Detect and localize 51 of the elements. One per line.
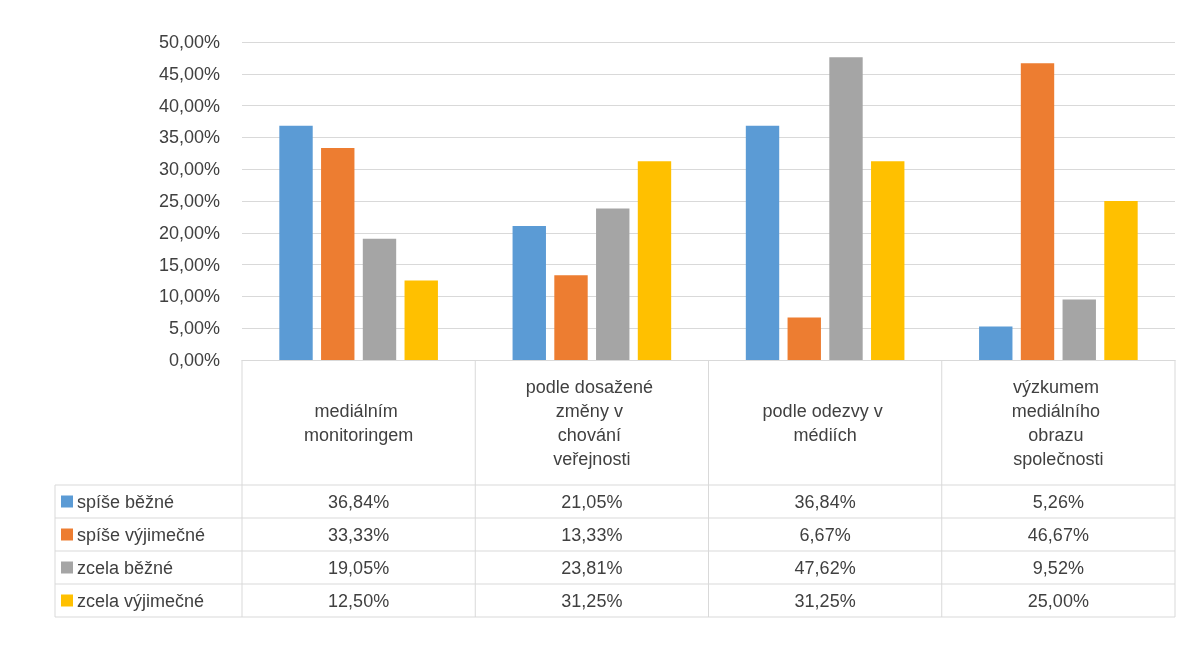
data-label: 46,67% <box>1027 524 1089 545</box>
y-tick-label: 25,00% <box>158 191 220 211</box>
y-tick-label: 40,00% <box>158 95 220 116</box>
bar <box>362 238 397 360</box>
y-tick-label: 10,00% <box>158 286 220 307</box>
bar <box>512 226 546 360</box>
data-label: 31,25% <box>794 590 856 611</box>
data-label: 12,50% <box>328 590 390 611</box>
data-label: 47,62% <box>794 557 856 578</box>
y-tick-label: 5,00% <box>168 318 220 339</box>
data-label: 13,33% <box>561 524 623 545</box>
y-tick-label: 35,00% <box>158 127 220 148</box>
bar <box>745 125 780 360</box>
y-tick-label: 20,00% <box>158 222 220 243</box>
bar <box>979 326 1013 360</box>
x-tick-label: podle odezvy v médiích <box>762 400 888 445</box>
bar <box>1104 201 1138 360</box>
data-label: 5,26% <box>1032 491 1084 512</box>
data-label: 19,05% <box>328 557 390 578</box>
bar <box>404 280 438 360</box>
x-tick-label: podle dosažené změny v chování veřejnosti <box>525 376 658 469</box>
bar <box>1020 63 1055 360</box>
y-tick-label: 15,00% <box>158 254 220 275</box>
data-label: 9,52% <box>1032 557 1084 578</box>
legend-label: zcela běžné <box>77 557 174 578</box>
x-tick-label: mediálním monitoringem <box>304 400 414 445</box>
data-label: 6,67% <box>799 524 851 545</box>
bar <box>321 148 355 360</box>
legend-label: spíše výjimečné <box>77 524 206 545</box>
bar <box>1062 299 1096 360</box>
y-tick-label: 45,00% <box>158 63 220 84</box>
data-label: 36,84% <box>794 491 856 512</box>
legend-label: zcela výjimečné <box>77 590 205 611</box>
data-label: 25,00% <box>1027 590 1089 611</box>
bar <box>596 208 630 360</box>
data-label: 31,25% <box>561 590 623 611</box>
y-tick-label: 30,00% <box>158 159 220 180</box>
bar <box>829 57 863 360</box>
bar <box>554 275 588 360</box>
bar <box>279 125 313 360</box>
bar <box>871 161 905 360</box>
bar <box>637 161 672 360</box>
data-label: 33,33% <box>328 524 390 545</box>
y-tick-label: 50,00% <box>158 32 220 52</box>
x-tick-label: výzkumem mediálního obrazu společnosti <box>1011 376 1105 469</box>
y-tick-label: 0,00% <box>168 350 220 370</box>
data-label: 21,05% <box>561 491 623 512</box>
bar <box>787 317 821 360</box>
legend-label: spíše běžné <box>77 491 175 512</box>
data-label: 23,81% <box>561 557 623 578</box>
data-label: 36,84% <box>328 491 390 512</box>
